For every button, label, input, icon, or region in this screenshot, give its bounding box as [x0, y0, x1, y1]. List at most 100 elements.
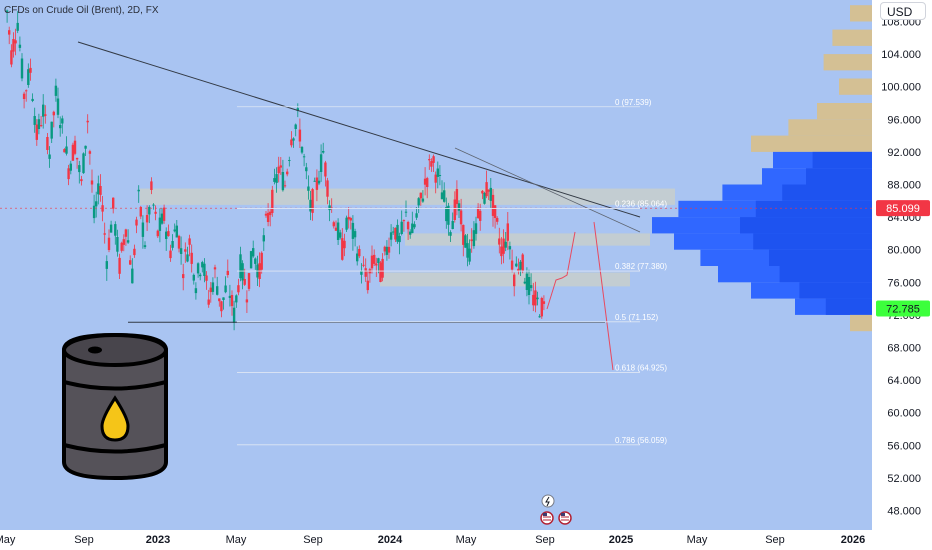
chart-title: CFDs on Crude Oil (Brent), 2D, FX [4, 5, 159, 16]
barrel-ring-top [63, 380, 167, 391]
candle-body [16, 22, 19, 31]
candle-body [139, 207, 142, 217]
candle-body [513, 274, 516, 287]
candle-body [366, 280, 369, 291]
x-tick-label-2: 2023 [146, 534, 170, 546]
candle-body [328, 205, 331, 211]
candle-body [232, 307, 236, 323]
y-tick-label-2: 56.000 [887, 440, 921, 452]
candle-body [389, 232, 393, 240]
candle-body [489, 187, 492, 201]
candle-body [61, 118, 64, 124]
volume-bar-3 [839, 78, 872, 95]
price-axis [872, 0, 932, 550]
x-tick-label-8: 2025 [609, 534, 633, 546]
volume-bar-inner-8 [806, 168, 872, 185]
candle-body [194, 288, 198, 294]
candle-body [245, 299, 249, 303]
candle-body [201, 262, 204, 268]
candle-body [538, 316, 541, 318]
volume-bar-1 [832, 29, 872, 46]
candle-body [515, 263, 518, 267]
volume-bar-inner-9 [782, 184, 872, 201]
candle-body [462, 224, 465, 245]
volume-bar-4 [817, 103, 872, 120]
candle-body [175, 225, 178, 238]
candle-body [396, 224, 399, 242]
x-tick-label-11: 2026 [841, 534, 865, 546]
candle-body [394, 227, 397, 240]
candle-body [252, 248, 255, 257]
candle-body [116, 237, 119, 252]
volume-bar-6 [751, 135, 872, 152]
candle-body [298, 129, 302, 142]
candle-body [207, 299, 210, 305]
candle-body [69, 163, 72, 171]
candle-body [430, 161, 433, 167]
candle-body [99, 186, 102, 195]
candle-body [254, 258, 257, 264]
candles [5, 9, 546, 331]
candle-body [150, 181, 153, 190]
y-tick-label-1: 52.000 [887, 473, 921, 485]
candle-body [498, 238, 501, 245]
candle-body [95, 201, 98, 207]
y-tick-label-7: 76.000 [887, 277, 921, 289]
candle-body [445, 207, 448, 222]
candle-body [97, 183, 100, 195]
candle-body [349, 218, 352, 221]
supply-zone-2 [380, 272, 630, 287]
candle-body [105, 261, 108, 269]
candle-body [133, 248, 136, 256]
volume-bar-inner-16 [825, 298, 872, 315]
candle-body [107, 237, 111, 250]
candle-body [27, 69, 30, 85]
x-tick-label-6: May [456, 534, 477, 546]
candle-body [8, 30, 11, 35]
flag-canton [561, 513, 565, 516]
candle-body [360, 271, 363, 275]
x-tick-label-7: Sep [535, 534, 555, 546]
x-tick-label-5: 2024 [378, 534, 403, 546]
candle-body [67, 168, 70, 180]
candle-body [347, 216, 350, 220]
y-tick-label-14: 104.000 [881, 49, 921, 61]
candle-body [243, 279, 246, 285]
candle-body [196, 263, 200, 274]
candle-body [358, 249, 361, 257]
candle-body [387, 246, 391, 253]
candle-body [302, 156, 306, 158]
candle-body [224, 285, 227, 293]
volume-bar-inner-12 [753, 233, 872, 250]
currency-button[interactable]: USD [880, 2, 926, 20]
candle-body [481, 190, 484, 194]
candle-body [12, 39, 15, 52]
price-tag-label-1: 72.785 [886, 304, 920, 316]
candle-body [527, 277, 531, 295]
candle-body [281, 172, 285, 191]
candle-body [10, 50, 13, 65]
candle-body [377, 258, 380, 263]
candle-body [186, 254, 189, 262]
candle-body [286, 171, 289, 175]
candle-body [290, 139, 293, 146]
candle-body [192, 274, 195, 281]
candle-body [275, 174, 278, 183]
candle-body [309, 199, 312, 212]
candle-body [540, 298, 543, 317]
candle-body [46, 137, 49, 150]
candle-body [44, 114, 47, 116]
candle-body [211, 282, 215, 292]
candle-body [143, 245, 147, 248]
barrel-cap [88, 346, 102, 354]
candle-body [381, 258, 384, 278]
candle-body [500, 246, 503, 257]
candle-body [432, 156, 435, 163]
candle-body [277, 166, 280, 174]
candle-body [35, 124, 38, 140]
y-tick-label-12: 96.000 [887, 114, 921, 126]
event-icons[interactable] [540, 494, 572, 525]
candle-body [86, 120, 89, 123]
lightning-event-icon[interactable] [541, 494, 555, 508]
